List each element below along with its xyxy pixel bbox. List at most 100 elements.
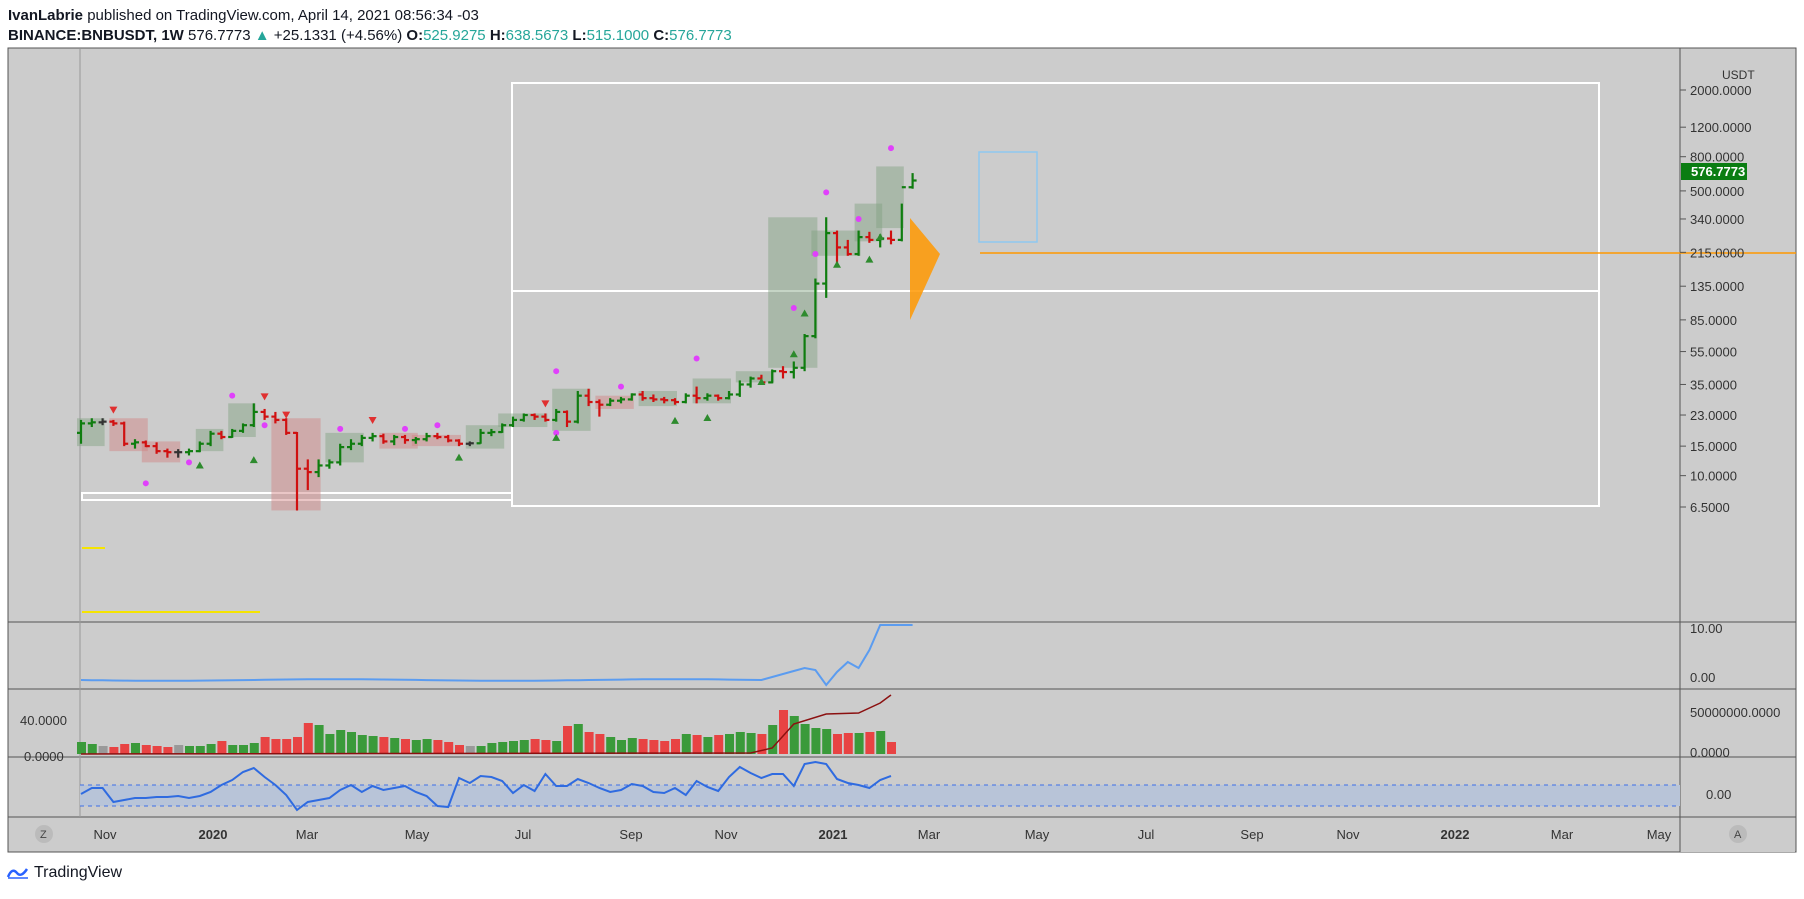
tradingview-logo-icon xyxy=(6,868,29,879)
volume-bar xyxy=(379,737,389,754)
signal-dot xyxy=(142,480,149,487)
low-label: L: xyxy=(572,27,587,44)
zone-box xyxy=(411,434,461,447)
volume-bar xyxy=(509,741,518,754)
volume-bar xyxy=(671,739,680,754)
oscillator-line xyxy=(80,760,892,812)
volume-bar xyxy=(768,725,778,754)
pane1-label-bottom: 0.00 xyxy=(1690,670,1715,685)
volume-bar xyxy=(141,745,151,754)
pane3-label: 0.00 xyxy=(1706,787,1731,802)
signal-dot xyxy=(553,429,560,436)
volume-bar xyxy=(519,740,529,754)
volume-bar xyxy=(854,733,864,754)
volume-bar xyxy=(876,731,886,754)
volume-bar xyxy=(649,740,659,754)
signal-dot xyxy=(186,459,192,466)
time-axis-labels: Nov 2020 Mar May Jul Sep Nov 2021 Mar May Jul Sep No… xyxy=(93,827,1671,842)
volume-moving-average xyxy=(80,694,892,755)
up-arrow-marker xyxy=(800,309,809,317)
time-tick-label: Jul xyxy=(515,827,532,842)
volume-bar xyxy=(530,739,540,754)
volume-bar xyxy=(714,735,724,754)
volume-bar xyxy=(617,740,626,754)
low-value: 515.1000 xyxy=(586,27,650,44)
down-arrow-marker xyxy=(109,406,118,414)
ohlc-bars xyxy=(77,173,917,511)
up-arrow-marker xyxy=(671,416,679,424)
time-tick-label: Mar xyxy=(296,827,319,842)
pane1-indicator-line xyxy=(80,624,913,687)
ohlc-legend: BINANCE:BNBUSDT, 1W 576.7773 ▲ +25.1331 … xyxy=(8,26,732,46)
volume-bar xyxy=(152,746,162,754)
time-tick-label: May xyxy=(1025,827,1050,842)
pane1-label-top: 10.00 xyxy=(1690,621,1723,636)
volume-bar xyxy=(271,739,281,754)
chart-frame xyxy=(7,47,1797,853)
up-arrow-marker xyxy=(757,377,766,385)
price-change: +25.1331 (+4.56%) xyxy=(273,27,403,44)
volume-bar xyxy=(692,735,702,754)
zone-box xyxy=(876,166,904,229)
open-value: 525.9275 xyxy=(423,27,486,44)
author-name[interactable]: IvanLabrie xyxy=(8,7,84,24)
price-tick-label: 1200.0000 xyxy=(1690,120,1751,135)
volume-bar xyxy=(757,734,767,754)
pane2-label-bottom: 0.0000 xyxy=(1690,745,1730,760)
signal-dot xyxy=(402,425,408,432)
time-tick-label: 2021 xyxy=(819,827,848,842)
signal-dot xyxy=(823,189,830,196)
volume-bar xyxy=(595,734,605,754)
signal-dot xyxy=(693,355,700,362)
close-label: C: xyxy=(653,27,670,44)
volume-bar xyxy=(822,729,832,754)
zone-box xyxy=(552,388,591,431)
auto-scale-button[interactable] xyxy=(1729,825,1747,843)
price-axis-labels: 2000.0000 1200.0000 800.0000 500.0000 340.00… xyxy=(1680,83,1751,515)
time-tick-label: Sep xyxy=(1240,827,1263,842)
time-tick-label: May xyxy=(405,827,430,842)
price-tick-label: 135.0000 xyxy=(1690,279,1744,294)
price-tick-label: 55.0000 xyxy=(1690,345,1737,360)
up-arrow-marker xyxy=(833,260,841,268)
zone-box xyxy=(595,395,634,409)
volume-bar xyxy=(131,743,140,754)
volume-bar xyxy=(347,732,356,754)
oscillator-band xyxy=(80,785,1680,806)
time-tick-label: 2022 xyxy=(1441,827,1470,842)
volume-bar xyxy=(833,734,842,754)
zone-box xyxy=(465,425,505,449)
volume-bar xyxy=(660,741,670,754)
zone-box xyxy=(735,371,775,383)
up-arrow-marker xyxy=(865,255,874,263)
volume-bar xyxy=(357,735,367,754)
down-arrow-marker xyxy=(260,393,269,401)
volume-bar xyxy=(606,737,616,754)
volume-bar xyxy=(368,736,378,754)
volume-bar xyxy=(541,740,551,754)
price-tick-label: 10.0000 xyxy=(1690,469,1737,484)
signal-dot xyxy=(888,145,894,152)
chart-area[interactable]: 2000.0000 1200.0000 800.0000 500.0000 340.00… xyxy=(0,0,1804,860)
price-tick-label: 2000.0000 xyxy=(1690,83,1751,98)
time-tick-label: May xyxy=(1647,827,1672,842)
footer-brand[interactable]: TradingView xyxy=(34,864,123,881)
high-label: H: xyxy=(489,27,506,44)
down-arrow-marker xyxy=(282,411,291,419)
volume-bar xyxy=(336,730,346,754)
signal-dot xyxy=(261,422,268,429)
close-value: 576.7773 xyxy=(669,27,732,44)
price-tick-label: 800.0000 xyxy=(1690,150,1744,165)
price-tick-label: 85.0000 xyxy=(1690,313,1737,328)
volume-bar xyxy=(120,744,130,754)
pane2-left-label: 40.0000 xyxy=(20,713,67,728)
pane2-left-label-2: 0.0000 xyxy=(24,749,64,764)
footer: TradingView xyxy=(6,864,122,882)
volume-bar xyxy=(865,732,875,754)
volume-bar xyxy=(206,744,216,754)
log-scale-button[interactable] xyxy=(35,825,53,843)
symbol-label[interactable]: BINANCE:BNBUSDT, 1W xyxy=(8,27,184,44)
last-price-badge xyxy=(1681,163,1747,180)
signal-dot xyxy=(229,392,236,399)
volume-bar xyxy=(87,744,97,754)
